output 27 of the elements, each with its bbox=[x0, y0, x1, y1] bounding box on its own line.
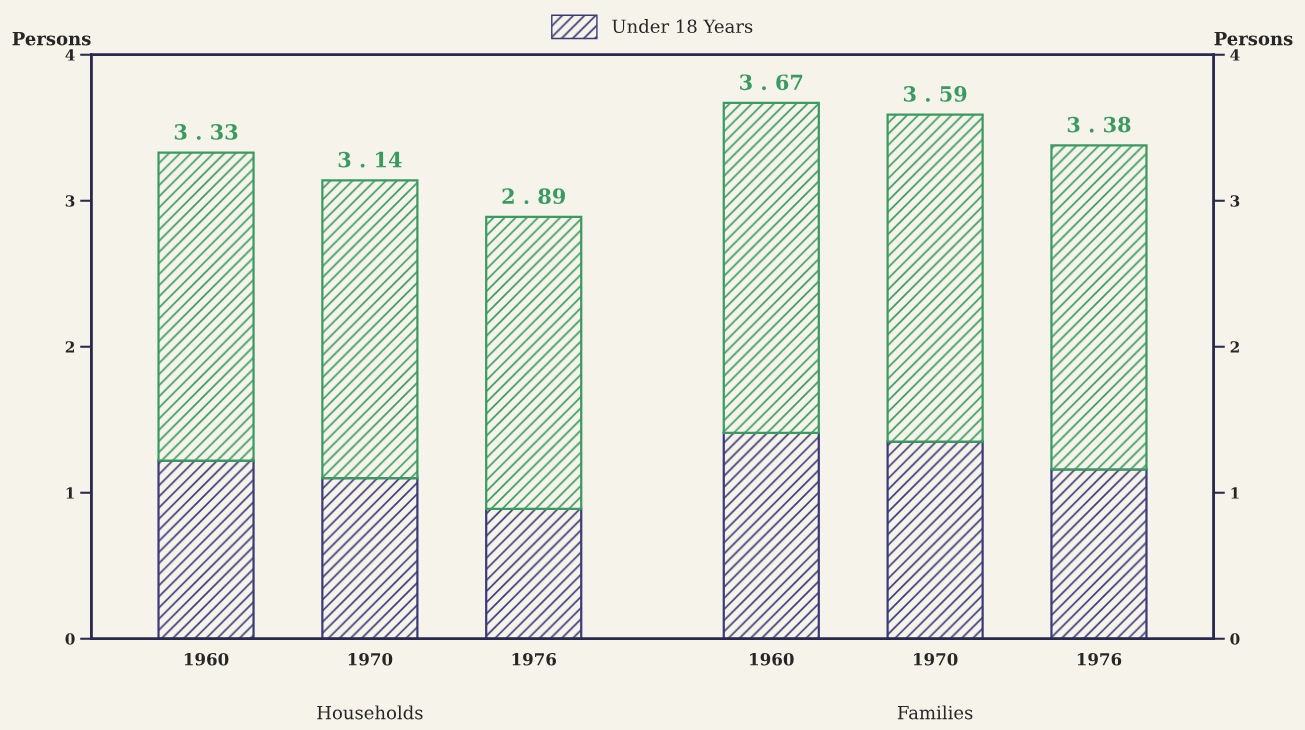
total-label: 2 . 89 bbox=[502, 188, 566, 205]
total-label: 3 . 33 bbox=[174, 124, 238, 140]
y-tick-label: 1 bbox=[66, 487, 74, 499]
y-tick-label: 2 bbox=[65, 341, 75, 353]
y-tick-label: 0 bbox=[65, 633, 75, 645]
y2-tick-label: 3 bbox=[1230, 195, 1240, 207]
text: Households bbox=[317, 705, 423, 720]
text: Families bbox=[897, 705, 973, 720]
legend-label: Under 18 Years bbox=[612, 19, 753, 34]
y2-tick-label: 2 bbox=[1230, 341, 1239, 353]
x-tick-label: 1976 bbox=[512, 652, 557, 666]
total-label: 3 . 59 bbox=[903, 86, 967, 102]
y-axis-title: Persons bbox=[12, 31, 91, 46]
y-tick-label: 4 bbox=[65, 49, 75, 61]
x-tick-label: 1960 bbox=[184, 652, 229, 666]
total-label: 3 . 14 bbox=[338, 151, 402, 168]
y2-tick-label: 1 bbox=[1231, 487, 1239, 499]
x-tick-label: 1960 bbox=[750, 652, 794, 666]
x-tick-label: 1970 bbox=[913, 652, 958, 666]
total-label: 3 . 67 bbox=[740, 74, 803, 91]
x-tick-label: 1970 bbox=[348, 652, 393, 666]
x-tick-label: 1976 bbox=[1077, 652, 1122, 666]
y2-tick-label: 0 bbox=[1230, 633, 1240, 645]
total-label: 3 . 38 bbox=[1067, 116, 1131, 133]
y2-tick-label: 4 bbox=[1230, 49, 1240, 61]
y2-axis-title: Persons bbox=[1214, 31, 1293, 46]
y-tick-label: 3 bbox=[65, 195, 75, 207]
